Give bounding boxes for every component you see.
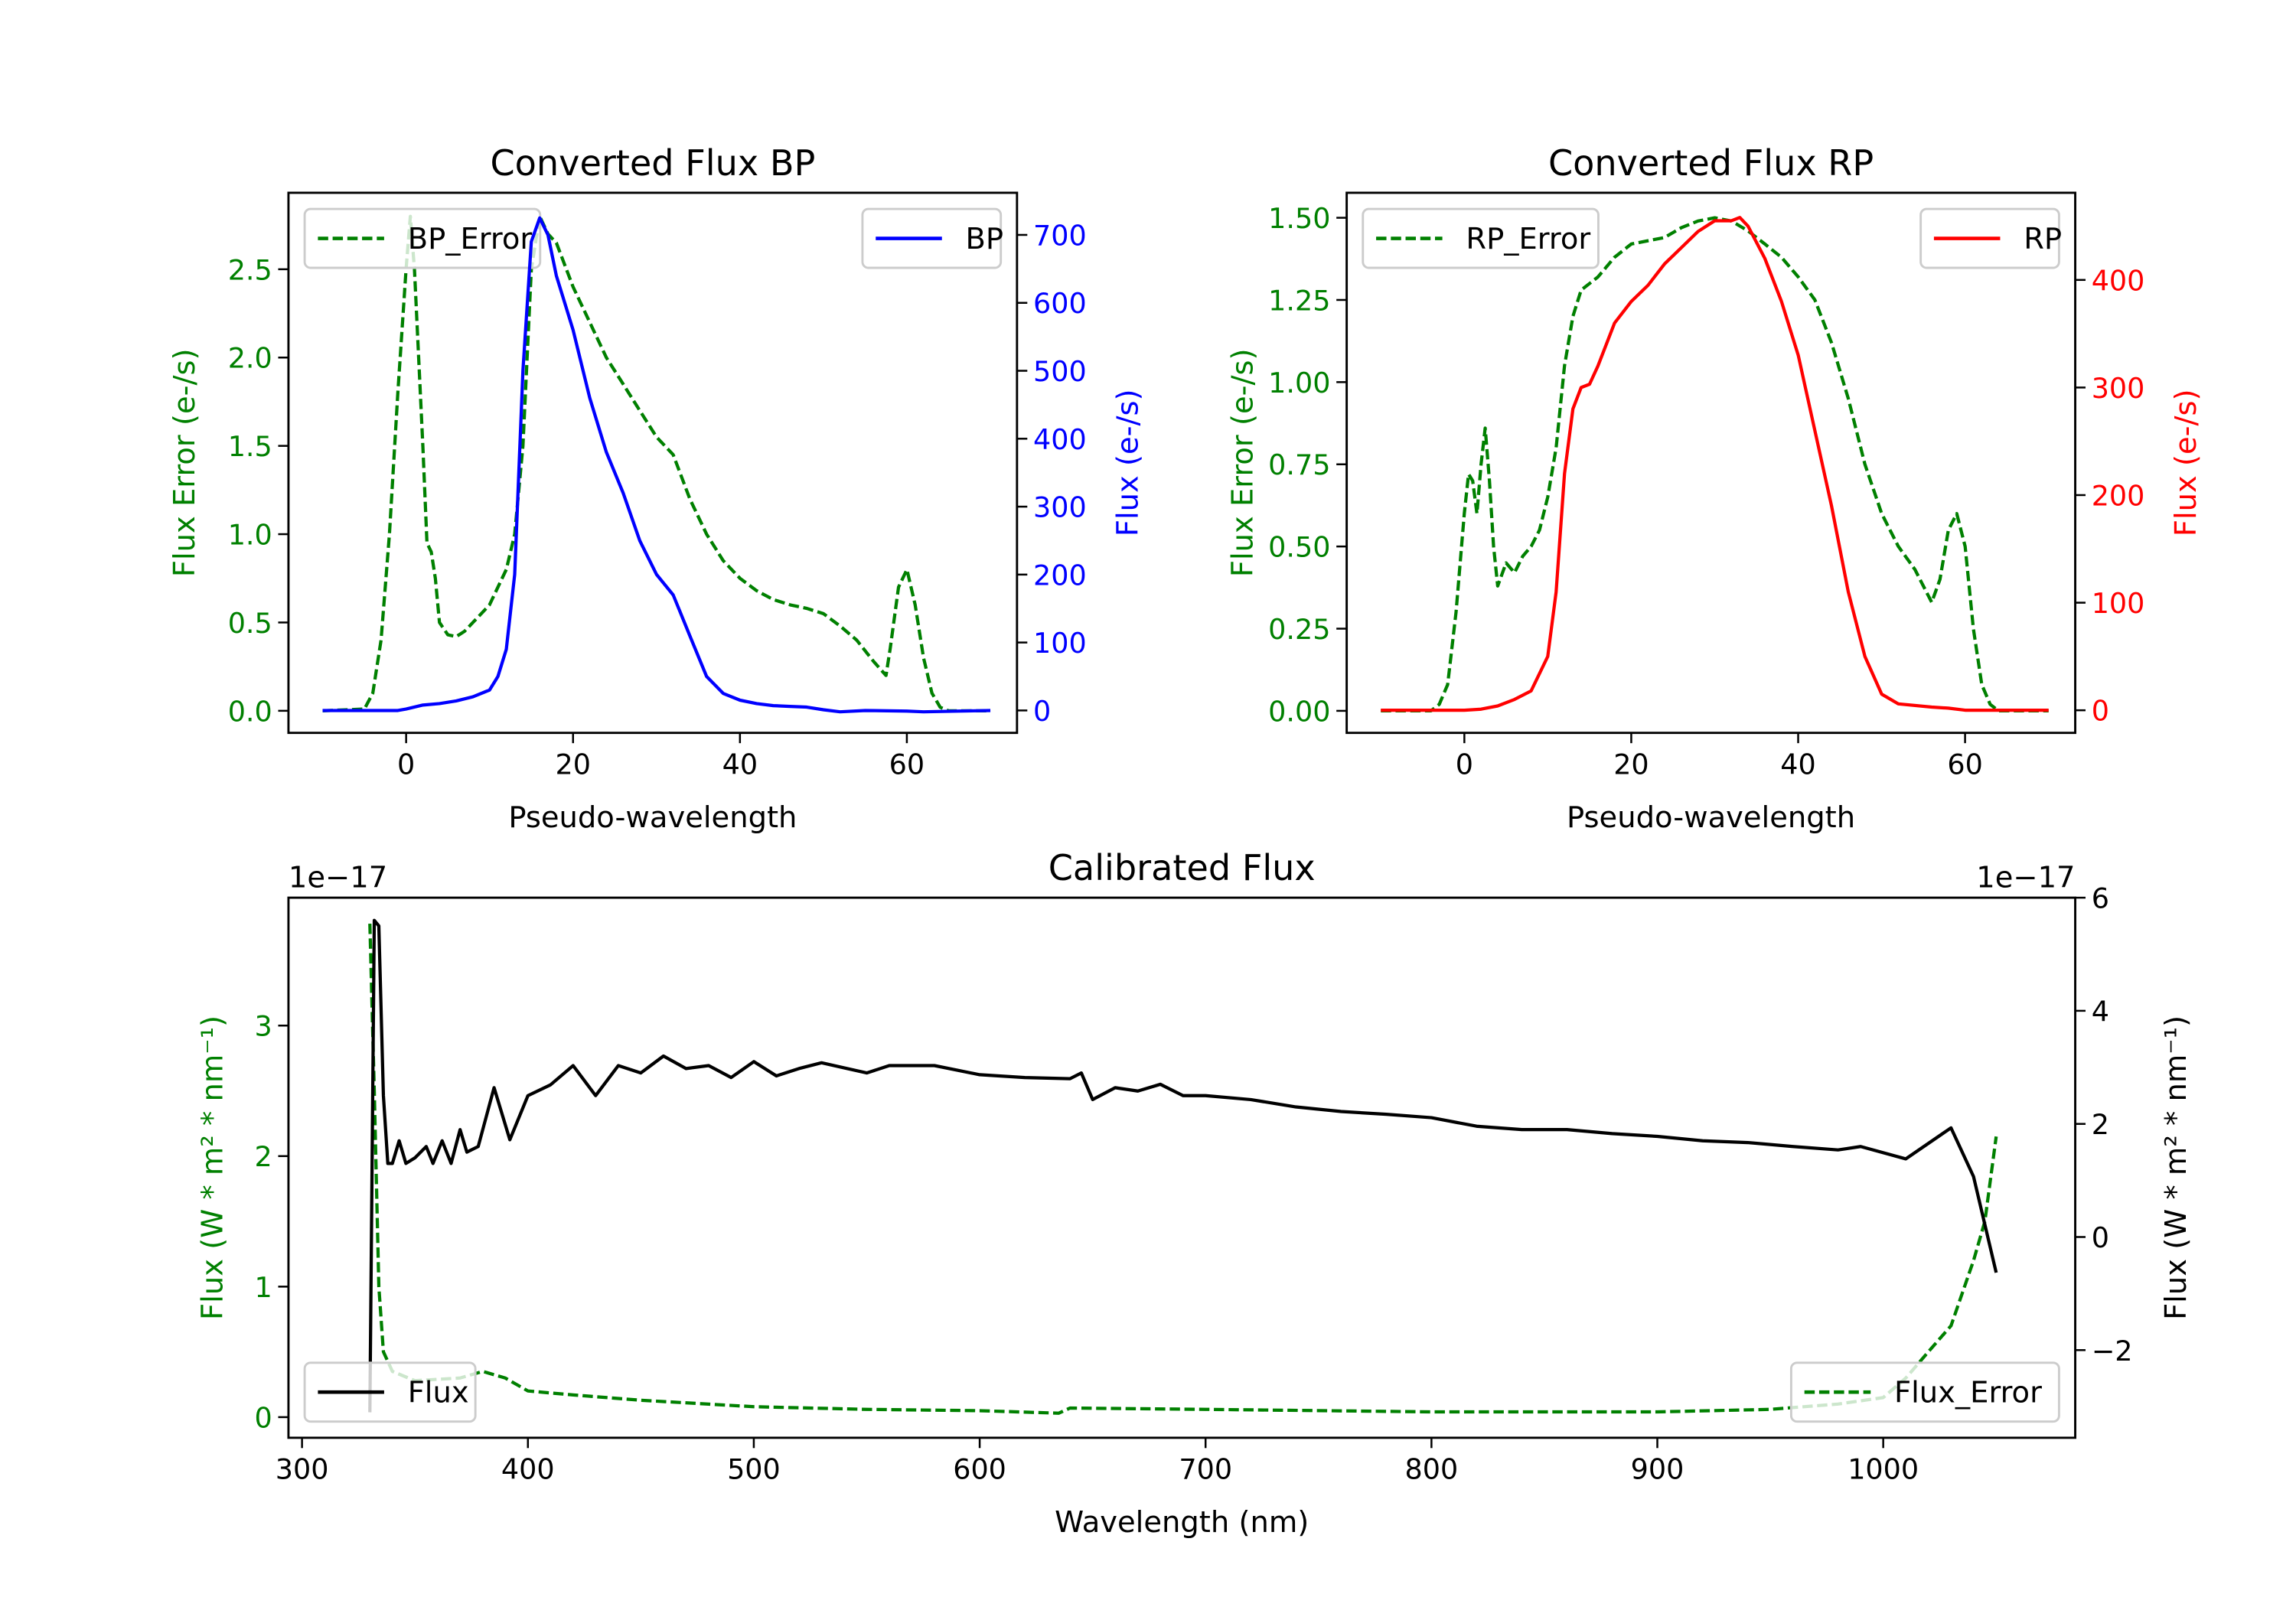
legend-label: RP_Error <box>1466 222 1590 256</box>
y-right-tick-label: 500 <box>1033 355 1087 388</box>
x-tick-label: 60 <box>1947 748 1982 781</box>
y-right-tick-label: 400 <box>1033 423 1087 456</box>
legend-flux: Flux <box>303 1361 477 1423</box>
y-right-tick-label: 400 <box>2092 264 2145 297</box>
chart-title: Calibrated Flux <box>1049 847 1316 888</box>
y-right-tick-label: 2 <box>2092 1108 2109 1141</box>
y-left-axis-label: Flux Error (e-/s) <box>168 348 202 577</box>
y-left-tick-label: 0.00 <box>1268 695 1330 728</box>
chart-title: Converted Flux RP <box>1548 142 1874 184</box>
y-left-tick-label: 1.5 <box>228 430 272 463</box>
y-right-tick-label: 0 <box>2092 1221 2109 1254</box>
y-right-offset-text: 1e−17 <box>1976 861 2075 895</box>
y-right-tick-label: 0 <box>2092 695 2109 728</box>
x-tick-label: 800 <box>1405 1453 1459 1486</box>
y-left-tick-label: 0.25 <box>1268 613 1330 646</box>
legend-label: Flux <box>408 1376 469 1410</box>
y-right-tick-label: 200 <box>2092 479 2145 512</box>
x-axis-label: Pseudo-wavelength <box>1567 800 1855 835</box>
x-tick-label: 500 <box>727 1453 781 1486</box>
legend-box <box>303 207 542 269</box>
y-left-tick-label: 0.50 <box>1268 531 1330 564</box>
y-left-tick-label: 2.0 <box>228 342 272 375</box>
y-left-axis-label: Flux Error (e-/s) <box>1226 348 1261 577</box>
legend-label: BP_Error <box>408 222 533 256</box>
legend-bp: BP <box>861 207 1004 269</box>
x-tick-label: 1000 <box>1848 1453 1919 1486</box>
legend-bp-error: BP_Error <box>303 207 542 269</box>
legend-label: Flux_Error <box>1894 1376 2042 1410</box>
y-left-tick-label: 1.0 <box>228 519 272 552</box>
y-left-tick-label: 0.75 <box>1268 448 1330 481</box>
y-right-tick-label: 100 <box>1033 627 1087 660</box>
y-left-tick-label: 0.5 <box>228 607 272 640</box>
y-right-tick-label: −2 <box>2092 1335 2133 1367</box>
x-tick-label: 40 <box>1780 748 1815 781</box>
axes-frame <box>287 896 2076 1439</box>
y-left-tick-label: 0 <box>255 1401 272 1434</box>
axes-frame <box>1345 191 2076 735</box>
legend-box <box>1362 207 1600 269</box>
subplot-0: Converted Flux BP 0 20 40 60 0.0 0.5 1.0 1.5 2.0 2… <box>168 142 1146 835</box>
legend-label: RP <box>2024 222 2062 256</box>
subplot-1: Converted Flux RP 0 20 40 60 0.00 0.25 0.50 0.75… <box>1226 142 2204 835</box>
y-right-tick-label: 4 <box>2092 995 2109 1028</box>
y-left-tick-label: 1.50 <box>1268 202 1330 235</box>
y-left-tick-label: 2.5 <box>228 253 272 286</box>
x-tick-label: 20 <box>556 748 591 781</box>
y-left-tick-label: 1 <box>255 1271 272 1304</box>
legend-flux-error: Flux_Error <box>1789 1361 2060 1423</box>
y-left-tick-label: 0.0 <box>228 695 272 728</box>
x-tick-label: 0 <box>1456 748 1473 781</box>
series-rp-error-line <box>1381 216 2049 712</box>
x-tick-label: 300 <box>276 1453 329 1486</box>
series-flux-error-line <box>368 924 1998 1415</box>
x-tick-label: 40 <box>722 748 758 781</box>
legend-box <box>303 1361 477 1423</box>
y-left-tick-label: 1.25 <box>1268 284 1330 317</box>
x-tick-label: 600 <box>953 1453 1006 1486</box>
y-left-tick-label: 2 <box>255 1140 272 1173</box>
y-right-axis-label: Flux (e-/s) <box>1111 389 1146 536</box>
y-right-tick-label: 0 <box>1033 695 1051 728</box>
x-tick-label: 0 <box>397 748 415 781</box>
x-tick-label: 20 <box>1613 748 1649 781</box>
legend-rp-error: RP_Error <box>1362 207 1600 269</box>
legend-box <box>1789 1361 2060 1423</box>
legend-label: BP <box>966 222 1004 256</box>
y-right-tick-label: 200 <box>1033 559 1087 592</box>
y-right-tick-label: 700 <box>1033 219 1087 252</box>
x-tick-label: 60 <box>889 748 925 781</box>
series-flux-line <box>368 918 1998 1413</box>
y-left-axis-label: Flux (W * m² * nm⁻¹) <box>195 1015 230 1320</box>
legend-rp: RP <box>1919 207 2062 269</box>
x-tick-label: 900 <box>1631 1453 1684 1486</box>
y-right-tick-label: 300 <box>1033 491 1087 524</box>
y-right-axis-label: Flux (e-/s) <box>2169 389 2203 536</box>
y-right-axis-label: Flux (W * m² * nm⁻¹) <box>2159 1015 2193 1320</box>
x-tick-label: 700 <box>1179 1453 1232 1486</box>
y-left-offset-text: 1e−17 <box>289 861 387 895</box>
y-right-tick-label: 300 <box>2092 372 2145 405</box>
y-right-tick-label: 100 <box>2092 587 2145 620</box>
chart-title: Converted Flux BP <box>490 142 815 184</box>
series-bp-line <box>322 216 991 714</box>
series-rp-line <box>1381 216 2049 712</box>
x-axis-label: Wavelength (nm) <box>1055 1505 1309 1540</box>
y-left-tick-label: 1.00 <box>1268 367 1330 399</box>
x-axis-label: Pseudo-wavelength <box>508 800 797 835</box>
axes-frame <box>287 191 1019 735</box>
series-bp-error-line <box>322 214 991 712</box>
y-right-tick-label: 6 <box>2092 882 2109 915</box>
y-right-tick-label: 600 <box>1033 287 1087 320</box>
x-tick-label: 400 <box>501 1453 555 1486</box>
y-left-tick-label: 3 <box>255 1010 272 1043</box>
